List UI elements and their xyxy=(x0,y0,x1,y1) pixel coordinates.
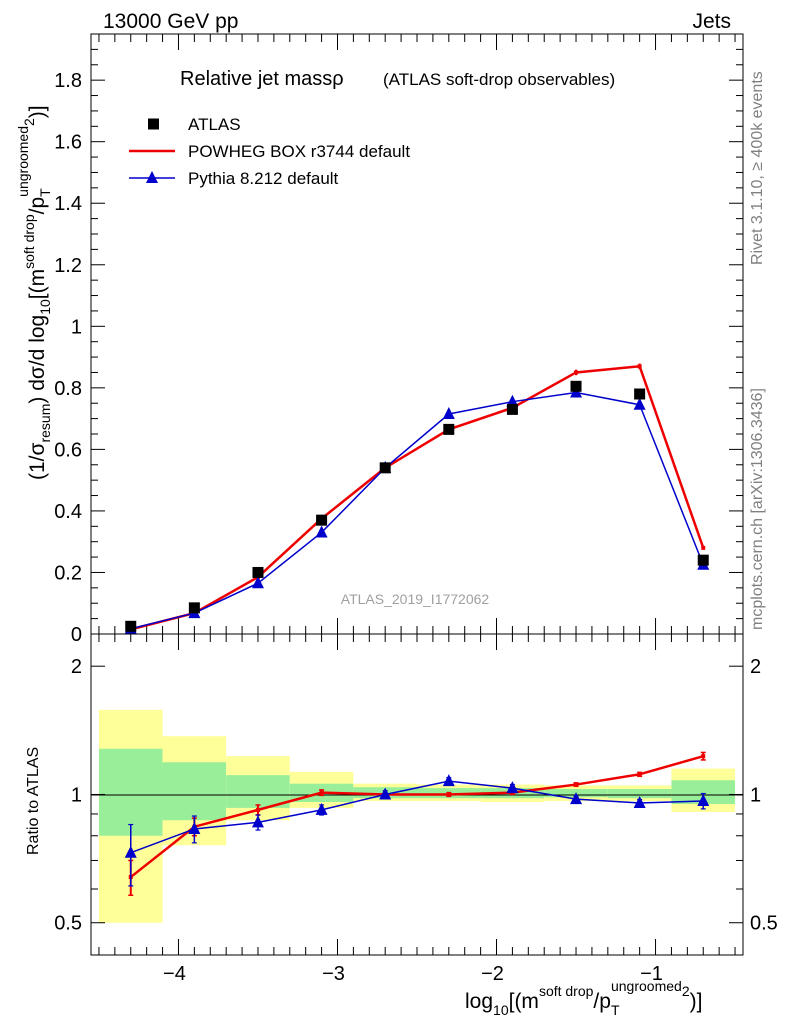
ratio-powheg-point xyxy=(701,754,706,759)
ratio-band-inner xyxy=(607,788,672,799)
main-y-tick-label: 0.6 xyxy=(54,439,82,461)
ratio-y-tick-label: 2 xyxy=(71,656,82,678)
ratio-pythia-point xyxy=(188,821,201,834)
ratio-pythia-point xyxy=(442,774,455,787)
main-y-tick-label: 1.6 xyxy=(54,132,82,154)
svg-text:(1/σresum) dσ/d log10[(msoft d: (1/σresum) dσ/d log10[(msoft drop/pTungr… xyxy=(15,105,53,480)
main-series xyxy=(124,363,710,634)
pythia-point xyxy=(506,394,519,407)
ratio-powheg-point xyxy=(255,807,260,812)
ratio-pythia-line xyxy=(130,780,704,854)
legend-pythia-marker xyxy=(146,171,158,183)
ratio-band-inner xyxy=(98,748,163,836)
legend: ATLAS POWHEG BOX r3744 default Pythia 8.21… xyxy=(129,115,410,188)
ratio-y-tick-label-right: 2 xyxy=(750,656,761,678)
ratio-pythia-point xyxy=(697,794,710,807)
pythia-point xyxy=(251,576,264,589)
ratio-pythia-point xyxy=(506,781,519,794)
main-y-tick-label: 1.8 xyxy=(54,70,82,92)
main-y-label: (1/σresum) dσ/d log10[(msoft drop/pTungr… xyxy=(15,105,53,480)
atlas-point xyxy=(125,620,137,632)
legend-atlas-marker xyxy=(148,118,159,130)
atlas-point xyxy=(316,514,328,526)
x-tick-label: −1 xyxy=(640,963,663,985)
ratio-band-inner xyxy=(162,762,227,821)
chart-title: Relative jet massρ xyxy=(180,68,344,90)
ratio-powheg-point xyxy=(574,782,579,787)
ratio-band-inner xyxy=(671,780,736,804)
x-tick-label: −2 xyxy=(481,963,504,985)
atlas-point xyxy=(697,554,709,566)
rivet-version-label: Rivet 3.1.10, ≥ 400k events xyxy=(749,71,766,265)
atlas-point xyxy=(443,423,455,435)
ratio-powheg-point xyxy=(637,772,642,777)
ratio-pythia-point xyxy=(570,792,583,805)
main-y-tick-label: 0.8 xyxy=(54,378,82,400)
ratio-series xyxy=(124,751,710,897)
x-tick-label: −4 xyxy=(163,963,186,985)
ratio-y-tick-label-right: 1 xyxy=(750,784,761,806)
atlas-point xyxy=(188,602,200,614)
ratio-band-inner xyxy=(226,775,290,808)
atlas-point xyxy=(379,462,391,474)
pythia-point xyxy=(633,397,646,410)
ratio-axes: 0.5 0.5 1 1 2 2 −4 −3 −2 −1 xyxy=(54,634,778,985)
pythia-point xyxy=(315,525,328,538)
ratio-pythia-point xyxy=(251,815,264,828)
mcplots-label: mcplots.cern.ch [arXiv:1306.3436] xyxy=(749,388,766,630)
ratio-pythia-point xyxy=(124,845,137,858)
ratio-powheg-line xyxy=(129,754,704,879)
powheg-line xyxy=(130,364,705,631)
legend-label: ATLAS xyxy=(188,115,241,134)
powheg-point xyxy=(701,545,706,550)
ratio-y-tick-label: 1 xyxy=(71,784,82,806)
main-y-tick-label: 0 xyxy=(71,624,82,646)
x-tick-label: −3 xyxy=(322,963,345,985)
ratio-pythia-point xyxy=(315,802,328,815)
ratio-panel: 0.5 0.51 12 2−4 −3 −2 −1 Ratio to ATLAS log10[… xyxy=(25,633,778,1018)
main-y-tick-label: 1.4 xyxy=(54,193,82,215)
main-y-tick-label: 0.4 xyxy=(54,501,82,523)
ratio-y-label: Ratio to ATLAS xyxy=(25,747,42,855)
main-y-tick-label: 1 xyxy=(71,316,82,338)
atlas-point xyxy=(506,403,518,415)
powheg-point xyxy=(637,364,642,369)
powheg-point xyxy=(574,370,579,375)
ratio-y-tick-label-right: 0.5 xyxy=(750,913,778,935)
legend-label: POWHEG BOX r3744 default xyxy=(188,142,410,161)
main-panel: 0 0.2 0.4 0.6 0.8 1 1.2 1.4 1.6 1.8 Relative jet … xyxy=(15,33,744,646)
ratio-powheg-point xyxy=(319,790,324,795)
ratio-y-tick-label: 0.5 xyxy=(54,913,82,935)
analysis-id: ATLAS_2019_I1772062 xyxy=(341,591,490,607)
header-left: 13000 GeV pp xyxy=(103,10,238,33)
pythia-line xyxy=(130,391,704,630)
main-y-tick-label: 1.2 xyxy=(54,255,82,277)
header-right: Jets xyxy=(692,10,731,33)
ratio-pythia-point xyxy=(633,795,646,808)
ratio-powheg-point xyxy=(446,792,451,797)
chart-subtitle: (ATLAS soft-drop observables) xyxy=(383,70,615,89)
ratio-pythia-point xyxy=(379,787,392,800)
atlas-point xyxy=(634,388,646,400)
main-y-tick-label: 0.2 xyxy=(54,562,82,584)
main-axes: 0 0.2 0.4 0.6 0.8 1 1.2 1.4 1.6 1.8 xyxy=(54,34,743,646)
legend-label: Pythia 8.212 default xyxy=(188,169,339,188)
pythia-point xyxy=(442,407,455,419)
atlas-point xyxy=(252,566,264,578)
atlas-point xyxy=(570,380,582,392)
